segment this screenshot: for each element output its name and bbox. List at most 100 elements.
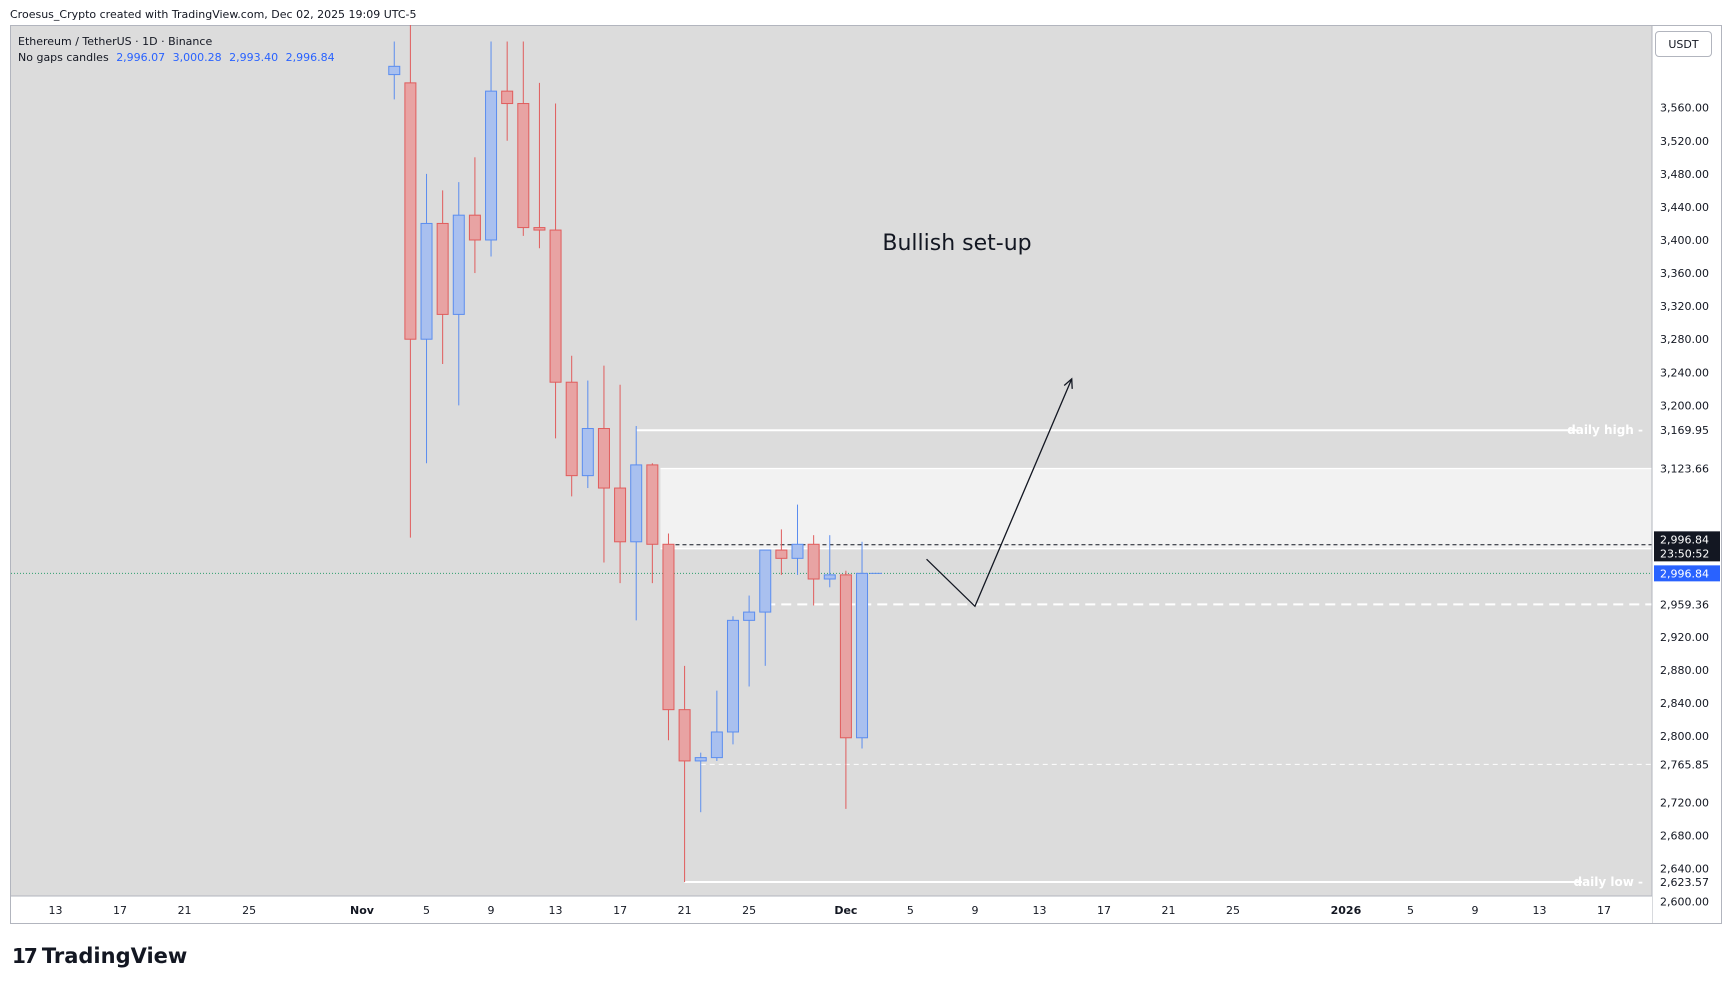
last-price-label: 2,996.84 xyxy=(1660,567,1709,580)
projection-path xyxy=(926,378,1073,608)
level-price-label: 2,959.36 xyxy=(1660,598,1709,611)
symbol-legend: Ethereum / TetherUS · 1D · Binance No ga… xyxy=(18,34,335,66)
bullish-setup-annotation: Bullish set-up xyxy=(882,231,1031,256)
candle-body xyxy=(646,464,659,545)
candle[interactable] xyxy=(759,549,772,666)
candle[interactable] xyxy=(775,529,788,575)
candle[interactable] xyxy=(856,541,869,749)
candle[interactable] xyxy=(726,616,739,745)
candle[interactable] xyxy=(517,41,530,236)
price-tick-label: 2,720.00 xyxy=(1660,796,1709,809)
candle[interactable] xyxy=(678,665,691,883)
candle[interactable] xyxy=(662,533,675,741)
candle-body xyxy=(791,543,804,559)
time-tick-label: 17 xyxy=(613,904,627,917)
candle[interactable] xyxy=(694,752,707,813)
annotations-layer: Bullish set-up xyxy=(882,231,1073,608)
tradingview-logo[interactable]: 17 TradingView xyxy=(12,944,187,968)
candle-body xyxy=(743,611,756,621)
level-price-badge xyxy=(1654,460,1720,476)
price-tick-label: 2,800.00 xyxy=(1660,730,1709,743)
tradingview-brand-text: TradingView xyxy=(41,944,188,968)
price-tick-label: 3,480.00 xyxy=(1660,168,1709,181)
candle[interactable] xyxy=(565,355,578,497)
header-credit: Croesus_Crypto created with TradingView.… xyxy=(10,8,417,21)
price-tick-label: 3,440.00 xyxy=(1660,201,1709,214)
price-tick-label: 3,280.00 xyxy=(1660,333,1709,346)
candle[interactable] xyxy=(533,82,546,249)
time-tick-label: 17 xyxy=(1597,904,1611,917)
candle-body xyxy=(485,90,498,241)
price-tick-label: 2,920.00 xyxy=(1660,631,1709,644)
candle-body xyxy=(581,428,594,477)
currency-button[interactable]: USDT xyxy=(1655,31,1712,57)
candles-type-label: No gaps candles xyxy=(18,51,109,64)
candle-body xyxy=(726,619,739,733)
candle[interactable] xyxy=(468,157,481,274)
ohlc-values: No gaps candles 2,996.07 3,000.28 2,993.… xyxy=(18,50,335,66)
price-tick-label: 2,640.00 xyxy=(1660,862,1709,875)
candle[interactable] xyxy=(743,595,756,687)
candle-body xyxy=(678,709,691,762)
projection-arrowhead xyxy=(1063,377,1073,389)
price-tick-label: 3,520.00 xyxy=(1660,135,1709,148)
candle-body xyxy=(549,229,562,383)
candle[interactable] xyxy=(710,690,723,761)
candle[interactable] xyxy=(807,535,820,606)
level-price-badge xyxy=(1654,874,1720,890)
candle[interactable] xyxy=(597,365,610,563)
price-tick-label: 3,200.00 xyxy=(1660,399,1709,412)
candle[interactable] xyxy=(630,426,643,621)
level-price-badge xyxy=(1654,422,1720,438)
time-tick-label: 5 xyxy=(1407,904,1414,917)
candle[interactable] xyxy=(420,173,433,464)
price-levels-layer: daily high - daily low - xyxy=(11,423,1652,889)
candle[interactable] xyxy=(791,504,804,575)
time-tick-label: 5 xyxy=(423,904,430,917)
time-tick-label: Dec xyxy=(834,904,857,917)
time-tick-label: 2026 xyxy=(1331,904,1362,917)
price-axis: 3,560.00 3,520.00 3,480.00 3,440.00 3,400.00… xyxy=(1651,26,1721,923)
level-price-label: 3,169.95 xyxy=(1660,424,1709,437)
candle-body xyxy=(694,757,707,762)
candle[interactable] xyxy=(452,182,465,406)
candle[interactable] xyxy=(485,41,498,257)
level-price-badge xyxy=(1654,596,1720,612)
ohlc-close: 2,996.84 xyxy=(285,51,335,64)
candle[interactable] xyxy=(581,380,594,489)
supply-zone xyxy=(660,468,1652,549)
candle-body xyxy=(662,543,675,711)
price-tick-label: 3,320.00 xyxy=(1660,300,1709,313)
time-tick-label: 9 xyxy=(1471,904,1478,917)
candle-countdown-label: 23:50:52 xyxy=(1660,547,1709,560)
time-tick-label: 13 xyxy=(549,904,563,917)
candle-body xyxy=(856,572,869,739)
candle-body xyxy=(614,487,627,543)
candle-body xyxy=(388,65,401,76)
time-tick-label: 21 xyxy=(678,904,692,917)
candle-body xyxy=(565,381,578,477)
candle[interactable] xyxy=(436,190,449,365)
ohlc-high: 3,000.28 xyxy=(172,51,222,64)
candle[interactable] xyxy=(404,24,417,538)
time-tick-label: 13 xyxy=(1532,904,1546,917)
candle[interactable] xyxy=(614,384,627,584)
candle-body xyxy=(759,549,772,613)
level-price-label: 2,623.57 xyxy=(1660,876,1709,889)
candle[interactable] xyxy=(646,463,659,584)
ohlc-low: 2,993.40 xyxy=(229,51,279,64)
symbol-title: Ethereum / TetherUS · 1D · Binance xyxy=(18,35,213,48)
candle[interactable] xyxy=(501,41,514,141)
last-price-badge xyxy=(1654,565,1720,582)
candle[interactable] xyxy=(839,570,852,809)
candle[interactable] xyxy=(823,535,836,588)
price-tick-label: 3,360.00 xyxy=(1660,267,1709,280)
supply-zone-layer xyxy=(660,467,1652,550)
time-tick-label: 25 xyxy=(742,904,756,917)
candle[interactable] xyxy=(549,103,562,439)
candle[interactable] xyxy=(388,41,401,100)
level-price-badge xyxy=(1654,756,1720,772)
candle-body xyxy=(436,222,449,315)
price-tick-label: 2,840.00 xyxy=(1660,697,1709,710)
